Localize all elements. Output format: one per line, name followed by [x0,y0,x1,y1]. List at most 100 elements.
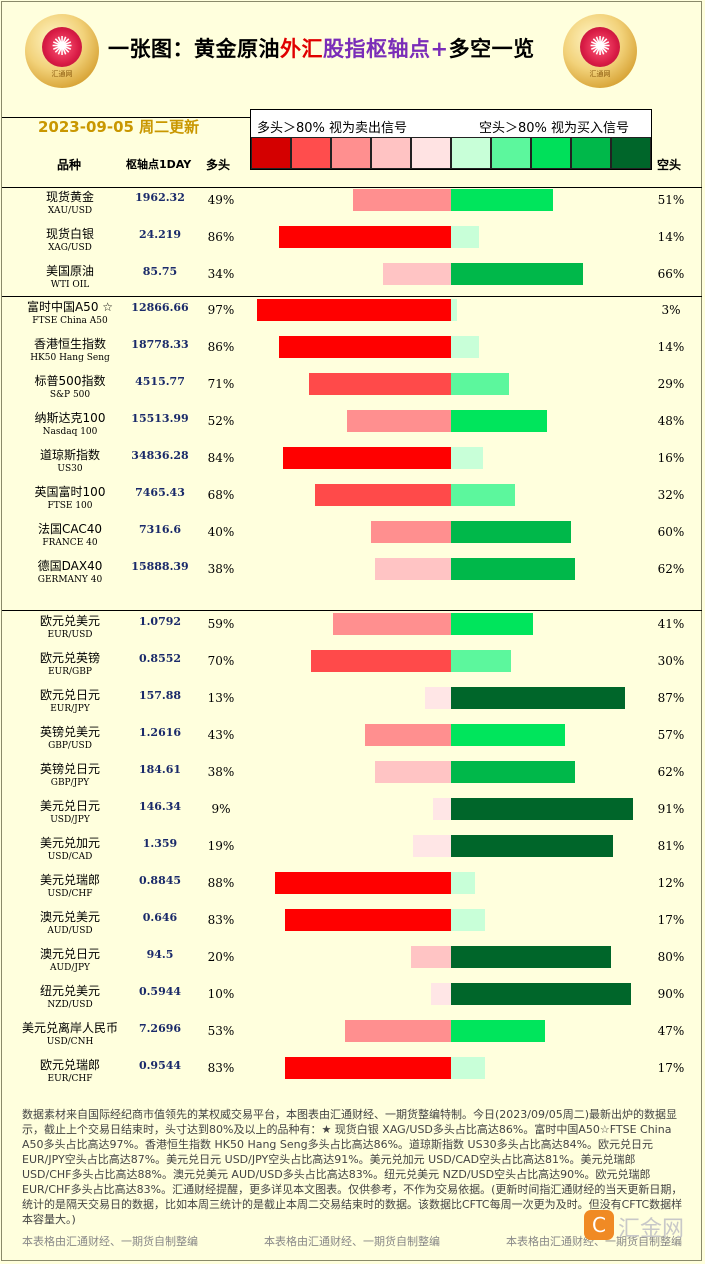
short-percent: 87% [657,691,685,705]
long-bar [375,761,451,783]
short-bar [451,410,547,432]
pivot-value: 184.61 [138,763,182,776]
instrument-en: GERMANY 40 [37,575,103,585]
long-percent: 19% [207,839,235,853]
instrument-name: 标普500指数 S&P 500 [18,374,122,402]
long-bar [433,798,451,820]
pivot-value: 94.5 [146,948,174,961]
short-percent: 81% [657,839,685,853]
legend-swatch [571,137,611,169]
instrument-name: 英镑兑美元 GBP/USD [18,725,122,753]
short-bar [451,761,575,783]
pivot-value: 1.2616 [138,726,182,739]
instrument-name: 富时中国A50 ☆ FTSE China A50 [18,300,122,328]
watermark-text: 汇金网 [618,1217,685,1242]
col-header-short: 空头 [657,158,682,172]
table-row: 欧元兑瑞郎 EUR/CHF 0.9544 83% 17% [0,1056,705,1093]
long-bar [375,558,451,580]
short-bar [451,1057,485,1079]
long-percent: 53% [207,1024,235,1038]
long-percent: 83% [207,1061,235,1075]
short-percent: 3% [661,303,681,317]
short-percent: 14% [657,340,685,354]
short-bar [451,687,625,709]
short-bar [451,909,485,931]
instrument-zh: 德国DAX40 [37,559,103,573]
long-bar [275,872,451,894]
title-part-1: 一张图：黄金原油 [108,37,280,61]
credit-1: 本表格由汇通财经、一期货自制整编 [22,1235,198,1248]
long-percent: 83% [207,913,235,927]
long-percent: 20% [207,950,235,964]
pivot-value: 15513.99 [131,412,189,425]
instrument-zh: 标普500指数 [34,374,106,388]
credit-2: 本表格由汇通财经、一期货自制整编 [264,1235,440,1248]
long-percent: 49% [207,193,235,207]
instrument-en: Nasdaq 100 [42,427,98,437]
short-percent: 30% [657,654,685,668]
instrument-zh: 欧元兑英镑 [39,651,100,665]
logo-right-icon: ✺ 汇通网 [563,14,637,88]
title-part-2: 外汇 [280,37,323,61]
instrument-en: NZD/USD [47,1000,93,1010]
short-bar [451,650,511,672]
short-percent: 14% [657,230,685,244]
instrument-en: EUR/USD [47,630,93,640]
table-row: 英国富时100 FTSE 100 7465.43 68% 32% [0,483,705,520]
table-row: 美元兑日元 USD/JPY 146.34 9% 91% [0,797,705,834]
pivot-value: 34836.28 [131,449,189,462]
pivot-value: 18778.33 [131,338,189,351]
long-bar [283,447,451,469]
instrument-zh: 英镑兑日元 [39,762,100,776]
long-bar [383,263,451,285]
pivot-value: 0.5944 [138,985,182,998]
group-divider [2,296,702,297]
long-bar [413,835,451,857]
short-percent: 32% [657,488,685,502]
instrument-name: 欧元兑美元 EUR/USD [18,614,122,642]
instrument-name: 道琼斯指数 US30 [18,448,122,476]
pivot-value: 24.219 [138,228,182,241]
table-row: 现货黄金 XAU/USD 1962.32 49% 51% [0,188,705,225]
logo-right-caption: 汇通网 [589,70,611,78]
instrument-zh: 纳斯达克100 [34,411,106,425]
legend-long-text: 多头＞80% 视为卖出信号 [257,121,408,136]
long-bar [411,946,451,968]
instrument-zh: 澳元兑美元 [39,910,100,924]
short-percent: 17% [657,913,685,927]
long-bar [315,484,451,506]
long-bar [257,299,451,321]
legend-swatch [371,137,411,169]
long-bar [371,521,451,543]
logo-left-icon: ✺ 汇通网 [25,14,99,88]
title-part-4: 多空一览 [448,37,535,61]
instrument-en: AUD/USD [47,926,93,936]
long-bar [353,189,451,211]
instrument-zh: 现货黄金 [45,190,94,204]
pivot-value: 0.9544 [138,1059,182,1072]
instrument-en: USD/CAD [47,852,93,862]
legend-short-text: 空头＞80% 视为买入信号 [479,121,630,136]
instrument-zh: 英镑兑美元 [39,725,100,739]
pivot-value: 7316.6 [138,523,182,536]
table-row: 美元兑离岸人民币 USD/CNH 7.2696 53% 47% [0,1019,705,1056]
instrument-en: EUR/GBP [48,667,92,677]
instrument-zh: 现货白银 [45,227,94,241]
table-row: 美元兑瑞郎 USD/CHF 0.8845 88% 12% [0,871,705,908]
instrument-en: WTI OIL [50,280,90,290]
instrument-zh: 法国CAC40 [37,522,103,536]
long-percent: 59% [207,617,235,631]
instrument-zh: 澳元兑日元 [39,947,100,961]
update-date: 2023-09-05 周二更新 [38,118,200,136]
instrument-name: 欧元兑瑞郎 EUR/CHF [18,1058,122,1086]
legend-swatch [291,137,331,169]
footer-note: 数据素材来自国际经纪商市值领先的某权威交易平台，本图表由汇通财经、一期货整编特制… [22,1108,683,1226]
legend-swatch [451,137,491,169]
short-percent: 91% [657,802,685,816]
long-bar [279,226,451,248]
table-row: 道琼斯指数 US30 34836.28 84% 16% [0,446,705,483]
instrument-en: HK50 Hang Seng [30,353,110,363]
table-row: 纽元兑美元 NZD/USD 0.5944 10% 90% [0,982,705,1019]
instrument-zh: 美元兑离岸人民币 [21,1021,118,1035]
short-percent: 17% [657,1061,685,1075]
